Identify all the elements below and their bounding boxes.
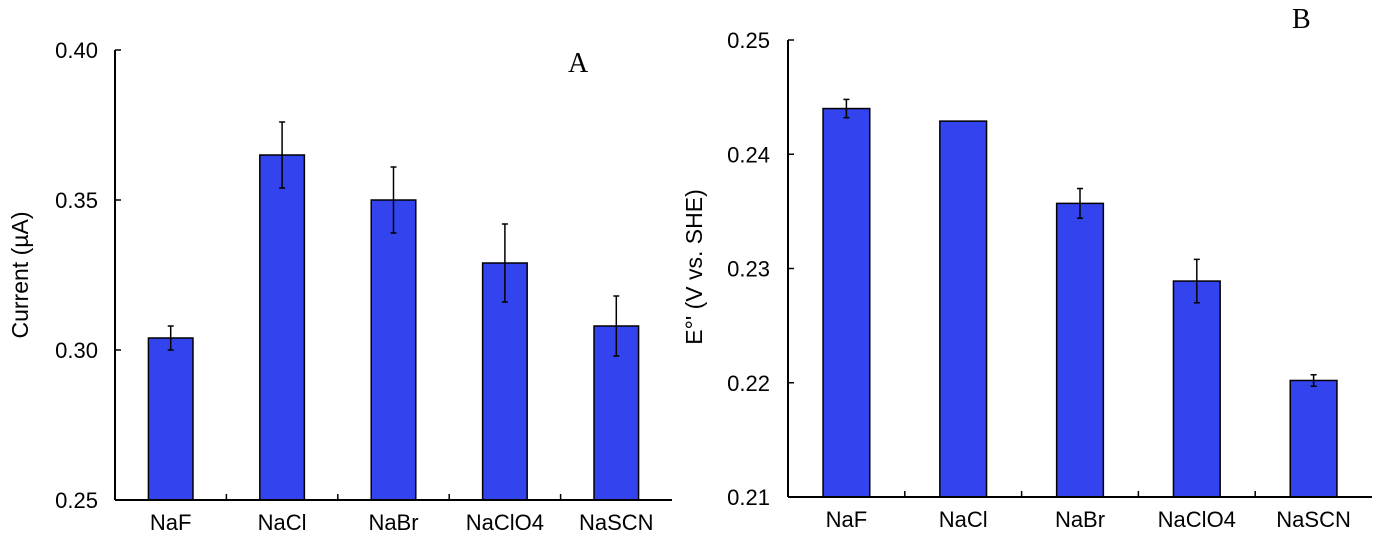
- error-bar-nabr: [390, 166, 397, 234]
- error-bar-naclo4: [1193, 258, 1200, 304]
- x-tick-label: NaClO4: [1158, 507, 1236, 532]
- y-tick-label: 0.23: [727, 257, 770, 282]
- error-bar-nascn: [613, 295, 620, 357]
- bar-nascn: [1289, 379, 1338, 498]
- bar-nabr: [1055, 202, 1105, 498]
- x-tick-label: NaF: [826, 507, 868, 532]
- chart-b-potential: B E°' (V vs. SHE) NaF NaCl NaBr NaClO4 NaSCN…: [681, 4, 1372, 532]
- y-tick-label: 0.40: [55, 38, 98, 63]
- y-tick-label: 0.35: [55, 188, 98, 213]
- bar-nacl: [259, 154, 306, 501]
- x-tick-label: NaClO4: [466, 510, 544, 535]
- bar-naf: [147, 337, 194, 501]
- error-bar-nascn: [1310, 374, 1317, 387]
- error-bar-nacl: [279, 121, 286, 189]
- y-axis-label-a: Current (µA): [7, 212, 33, 339]
- y-tick-label: 0.22: [727, 371, 770, 396]
- x-tick-label: NaF: [150, 510, 192, 535]
- panel-label-a: A: [568, 48, 589, 79]
- x-tick-label: NaSCN: [579, 510, 654, 535]
- chart-a-current: A Current (µA) NaF NaCl NaBr NaClO4 NaSCN 0.2…: [7, 38, 672, 535]
- x-tick-label: NaBr: [1055, 507, 1105, 532]
- error-bar-naf: [167, 325, 174, 351]
- error-bar-naf: [843, 98, 850, 119]
- x-tick-label: NaSCN: [1276, 507, 1351, 532]
- y-tick-label: 0.25: [727, 28, 770, 53]
- bar-naclo4: [1172, 280, 1221, 498]
- y-tick-label: 0.21: [727, 485, 770, 510]
- error-bar-naclo4: [501, 223, 508, 303]
- y-axis-label-b: E°' (V vs. SHE): [681, 189, 707, 344]
- x-tick-label: NaCl: [939, 507, 988, 532]
- y-tick-label: 0.25: [55, 488, 98, 513]
- x-tick-label: NaBr: [368, 510, 418, 535]
- bar-naf: [822, 107, 871, 498]
- error-bar-nabr: [1077, 187, 1083, 219]
- bar-nacl: [939, 120, 988, 498]
- panel-label-b: B: [1292, 4, 1311, 35]
- bar-nabr: [370, 199, 417, 501]
- y-tick-label: 0.30: [55, 338, 98, 363]
- x-tick-label: NaCl: [258, 510, 307, 535]
- y-tick-label: 0.24: [727, 142, 770, 167]
